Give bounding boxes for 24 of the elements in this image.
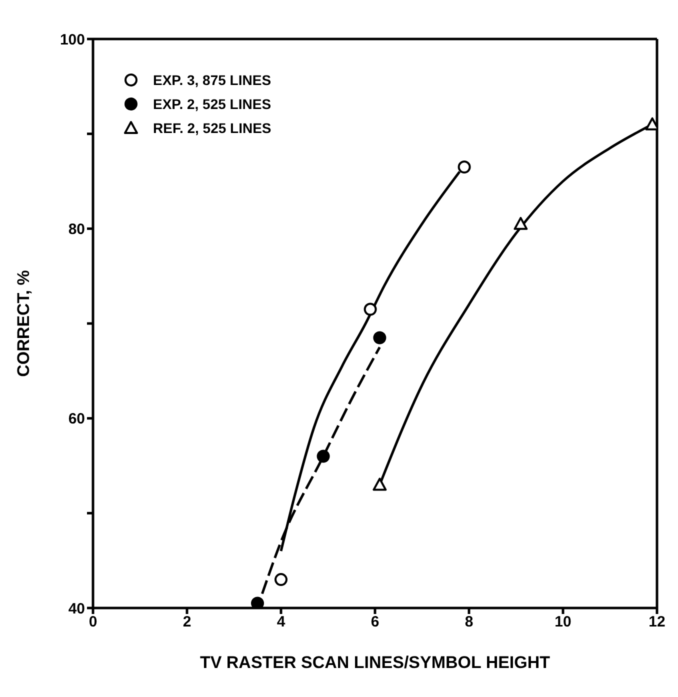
y-tick-label: 80 [68,220,85,238]
y-tick-label: 100 [60,31,85,48]
point [274,573,288,586]
x-tick-label: 6 [370,614,380,631]
legend-label: EXP. 2, 525 LINES [153,95,272,114]
point [514,216,528,230]
point [458,160,471,174]
y-axis-title: CORRECT, % [14,270,34,377]
point [364,302,377,316]
x-tick-label: 8 [464,614,474,631]
x-tick-label: 12 [648,614,666,631]
x-tick-label: 4 [276,614,286,631]
x-tick-label: 2 [182,614,192,631]
point [372,478,387,491]
point [316,450,330,463]
y-tick-label: 60 [68,410,85,428]
point [373,331,386,344]
y-tick-label: 40 [68,600,85,618]
point [251,596,264,608]
x-axis-title: TV RASTER SCAN LINES/SYMBOL HEIGHT [200,653,551,672]
x-tick-label: 0 [88,614,98,631]
legend-label: REF. 2, 525 LINES [153,119,272,138]
legend-label: EXP. 3, 875 LINES [153,71,272,90]
x-tick-label: 10 [554,614,572,631]
